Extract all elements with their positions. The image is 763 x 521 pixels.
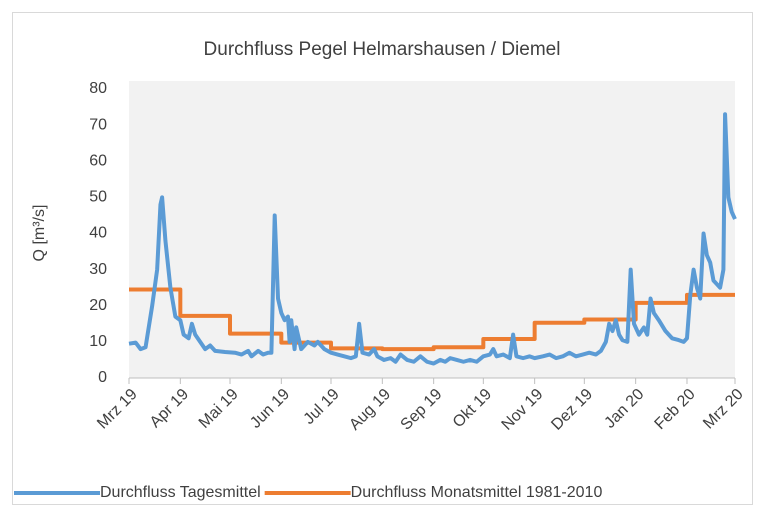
series-line [129,287,735,352]
y-tick-label: 30 [89,261,107,278]
y-tick-label: 80 [89,80,107,97]
y-tick-label: 10 [89,333,107,350]
y-tick-label: 20 [89,297,107,314]
y-tick-label: 50 [89,189,107,206]
legend-label: Durchfluss Monatsmittel 1981-2010 [351,484,603,501]
y-tick-label: 60 [89,152,107,169]
y-tick-label: 0 [98,369,107,386]
y-tick-label: 40 [89,225,107,242]
series-line [128,112,737,366]
y-tick-label: 70 [89,116,107,133]
y-axis-label: Q [m³/s] [31,205,48,262]
plot-area [129,81,735,378]
chart-title: Durchfluss Pegel Helmarshausen / Diemel [204,39,561,60]
legend-label: Durchfluss Tagesmittel [100,484,261,501]
